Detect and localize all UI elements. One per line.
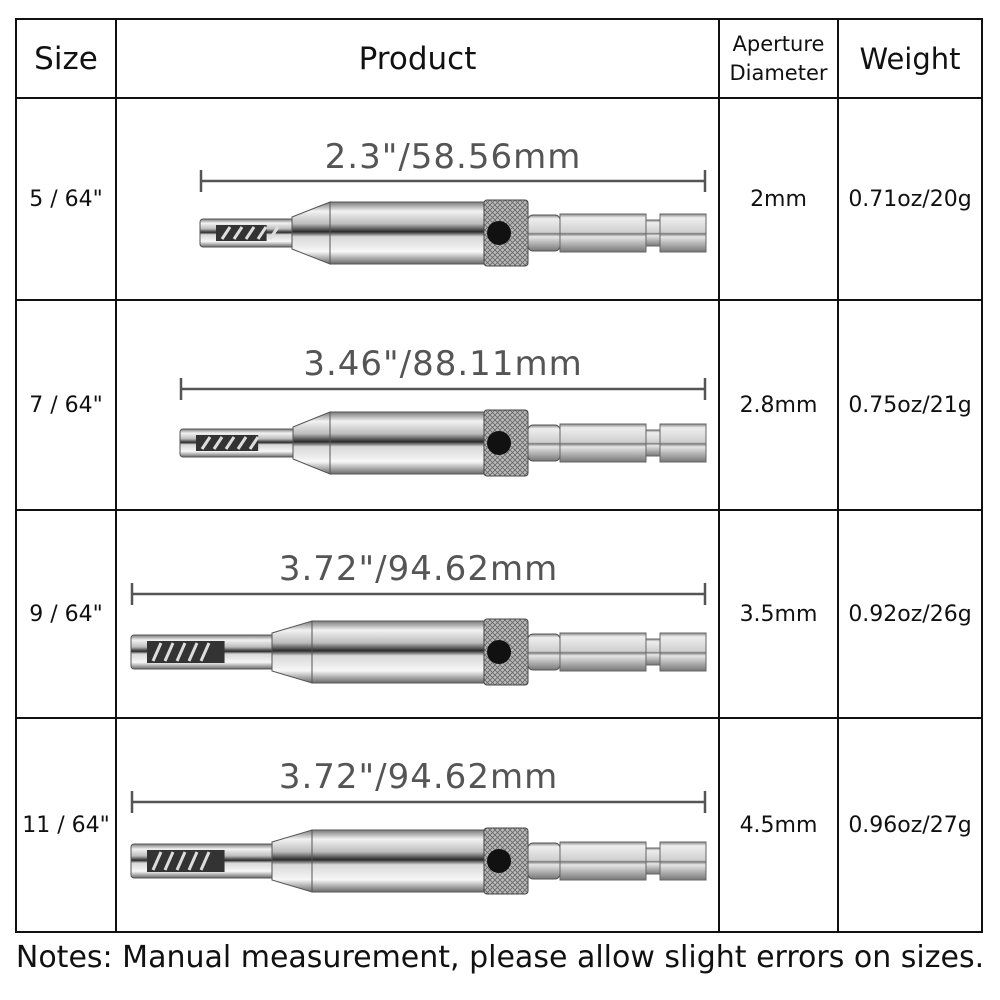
- drill-bit-4: [130, 791, 707, 895]
- hex-shank: [559, 632, 647, 672]
- drill-flute: [163, 851, 175, 871]
- drill-flute: [200, 436, 212, 450]
- column-divider: [837, 18, 839, 933]
- drill-flute-window: [196, 435, 259, 451]
- body-sleeve: [329, 411, 485, 475]
- drill-flute: [199, 851, 211, 871]
- hex-tip: [659, 213, 707, 253]
- cell-weight: 0.92oz/26g: [848, 601, 972, 627]
- column-divider: [718, 18, 720, 933]
- body-sleeve: [311, 620, 485, 684]
- cell-size: 5 / 64": [29, 186, 103, 212]
- set-screw-icon: [487, 640, 511, 664]
- countersink-cone: [291, 201, 331, 265]
- countersink-cone: [271, 620, 313, 684]
- length-dimension-label: 3.72"/94.62mm: [278, 549, 559, 589]
- cell-size: 9 / 64": [29, 601, 103, 627]
- table-border-bottom: [15, 931, 983, 933]
- drill-bit-1: [199, 170, 707, 267]
- set-screw-icon: [487, 431, 511, 455]
- header-aperture-line1: Aperture: [732, 31, 825, 56]
- cell-weight: 0.75oz/21g: [848, 392, 972, 418]
- table-border-top: [15, 18, 983, 20]
- body-sleeve: [329, 201, 485, 265]
- countersink-cone: [271, 829, 313, 893]
- drill-flute: [151, 642, 163, 662]
- shank-neck: [527, 214, 561, 252]
- drill-flute: [236, 436, 248, 450]
- cell-weight: 0.96oz/27g: [848, 812, 972, 838]
- drill-flute: [199, 642, 211, 662]
- shank-neck: [527, 633, 561, 671]
- drill-flute: [187, 642, 199, 662]
- cell-weight: 0.71oz/20g: [848, 186, 972, 212]
- cell-aperture-diameter: 3.5mm: [739, 601, 818, 627]
- drill-flute: [224, 436, 236, 450]
- length-dimension-label: 2.3"/58.56mm: [324, 137, 582, 177]
- drill-flute: [248, 436, 260, 450]
- shank-neck: [527, 842, 561, 880]
- header-aperture-diameter: Aperture Diameter: [720, 20, 837, 97]
- length-dimension-label: 3.46"/88.11mm: [303, 344, 583, 384]
- hex-groove: [645, 219, 661, 247]
- table-border-left: [15, 18, 17, 933]
- hex-tip: [659, 423, 707, 463]
- drill-flute: [151, 851, 163, 871]
- cell-size: 7 / 64": [29, 392, 103, 418]
- row-divider: [15, 299, 983, 301]
- countersink-cone: [292, 411, 331, 475]
- drill-flute: [232, 226, 244, 240]
- hex-groove: [645, 429, 661, 457]
- drill-flute: [175, 642, 187, 662]
- drill-bit-3: [130, 583, 707, 686]
- hex-groove: [645, 847, 661, 875]
- cell-aperture-diameter: 4.5mm: [739, 812, 818, 838]
- drill-flute: [220, 226, 232, 240]
- drill-bit-2: [179, 378, 707, 477]
- hex-tip: [659, 841, 707, 881]
- cell-aperture-diameter: 2mm: [750, 186, 807, 212]
- header-divider: [15, 97, 983, 99]
- notes-text: Notes: Manual measurement, please allow …: [15, 940, 985, 975]
- drill-flute: [212, 436, 224, 450]
- set-screw-icon: [487, 849, 511, 873]
- table-border-right: [981, 18, 983, 933]
- cell-size: 11 / 64": [22, 812, 110, 838]
- drill-flute: [268, 226, 280, 240]
- drill-flute: [244, 226, 256, 240]
- shank-neck: [527, 424, 561, 462]
- header-aperture-line2: Diameter: [729, 60, 828, 85]
- drill-flute: [175, 851, 187, 871]
- header-size: Size: [34, 40, 98, 77]
- row-divider: [15, 717, 983, 719]
- hex-shank: [559, 841, 647, 881]
- set-screw-icon: [487, 221, 511, 245]
- hex-shank: [559, 423, 647, 463]
- hex-groove: [645, 638, 661, 666]
- hex-shank: [559, 213, 647, 253]
- cell-aperture-diameter: 2.8mm: [739, 392, 818, 418]
- header-product: Product: [358, 40, 477, 77]
- row-divider: [15, 509, 983, 511]
- hex-tip: [659, 632, 707, 672]
- drill-flute: [163, 642, 175, 662]
- header-weight: Weight: [859, 41, 961, 76]
- drill-flute: [187, 851, 199, 871]
- drill-flute: [256, 226, 268, 240]
- body-sleeve: [311, 829, 485, 893]
- column-divider: [115, 18, 117, 933]
- length-dimension-label: 3.72"/94.62mm: [278, 757, 559, 797]
